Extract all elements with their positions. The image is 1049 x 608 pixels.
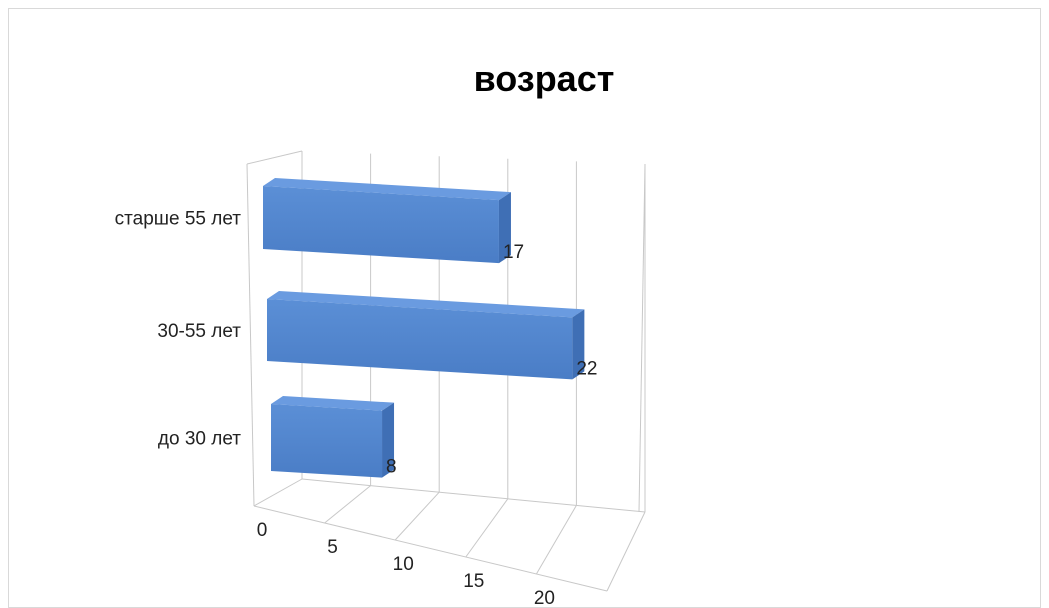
bar-top-face	[271, 396, 395, 411]
data-label: 17	[503, 242, 524, 263]
category-label: до 30 лет	[158, 429, 241, 450]
bar-top-face	[267, 291, 585, 318]
x-tick-label: 25	[604, 605, 625, 607]
x-tick-label: 0	[257, 520, 268, 541]
plot-frame	[246, 150, 646, 513]
bar-top-face	[263, 178, 511, 201]
bar	[263, 186, 499, 264]
bar	[271, 404, 383, 478]
category-label: 30-55 лет	[157, 321, 241, 342]
chart-title: возраст	[474, 58, 615, 99]
bar	[267, 299, 573, 380]
floor-line	[606, 511, 646, 592]
category-label: старше 55 лет	[115, 209, 242, 230]
wall-right	[638, 163, 646, 513]
x-tick-label: 15	[463, 571, 484, 592]
floor-line	[394, 491, 440, 541]
bars	[263, 178, 585, 478]
floor-back-edge	[301, 478, 646, 513]
floor-line	[535, 505, 577, 575]
floor-line	[324, 485, 371, 524]
floor-line	[253, 478, 303, 507]
x-tick-label: 5	[327, 537, 338, 558]
data-label: 8	[386, 457, 397, 478]
floor-front-edge	[253, 505, 608, 592]
bar-end-face	[382, 402, 395, 478]
bar-end-face	[572, 309, 585, 380]
floor-line	[465, 498, 509, 558]
data-label: 22	[576, 358, 597, 379]
x-tick-label: 10	[393, 554, 414, 575]
wall-top-left	[246, 150, 303, 165]
wall-left	[246, 163, 255, 507]
bar-end-face	[498, 192, 511, 264]
